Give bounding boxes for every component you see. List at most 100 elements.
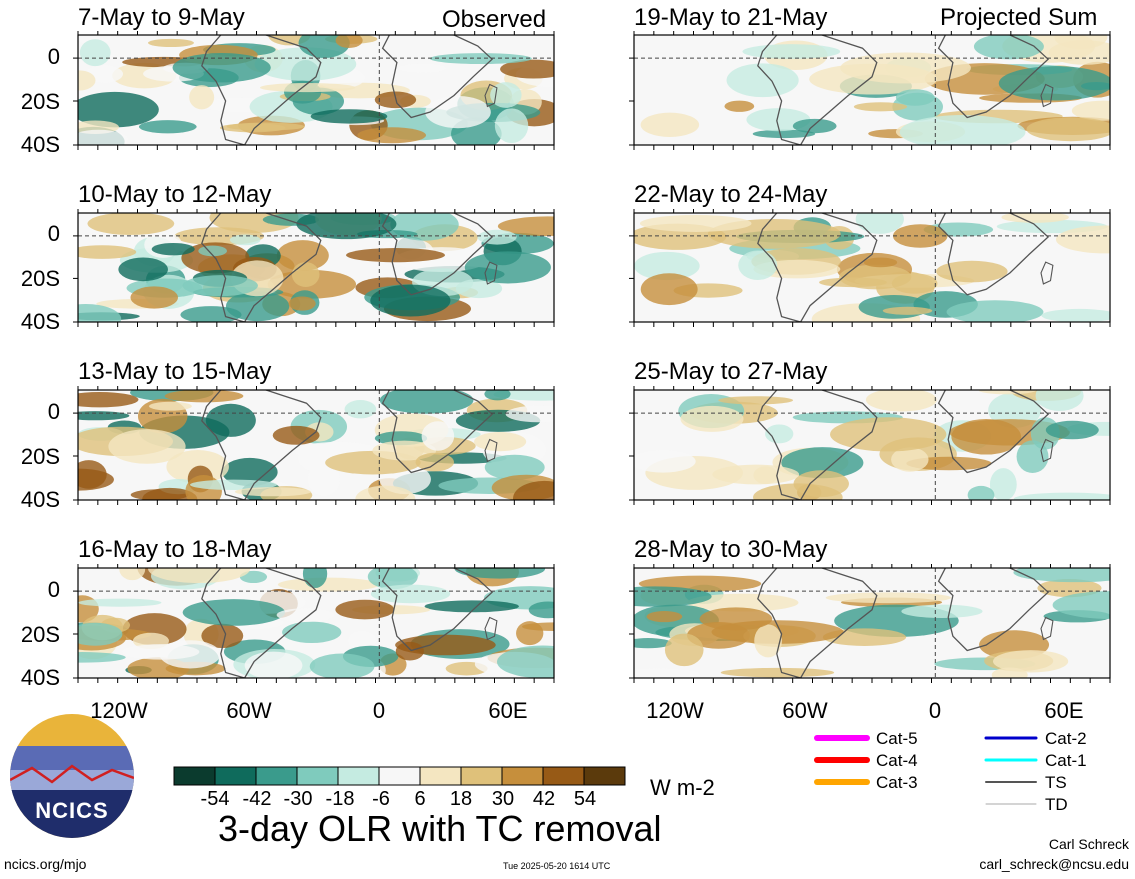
ytick-r2-0: 0 — [47, 221, 60, 246]
olr-anomaly-blob — [863, 257, 898, 268]
colorbar-label: -42 — [242, 788, 272, 810]
olr-anomaly-blob — [225, 291, 290, 322]
olr-anomaly-blob — [222, 457, 278, 487]
legend-label-cat4: Cat-4 — [876, 751, 918, 770]
africa-outline — [937, 390, 1050, 474]
olr-anomaly-blob — [78, 622, 123, 646]
legend-label-cat1: Cat-1 — [1045, 751, 1087, 770]
olr-anomaly-blob — [78, 598, 162, 607]
olr-anomaly-blob — [118, 257, 168, 282]
olr-anomaly-blob — [79, 39, 111, 67]
olr-anomaly-blob — [367, 568, 418, 590]
colorbar-swatch — [173, 766, 216, 786]
olr-anomaly-blob — [989, 468, 1017, 500]
olr-anomaly-blob — [973, 35, 1044, 60]
olr-shading — [78, 213, 554, 322]
olr-anomaly-blob — [78, 468, 114, 491]
olr-anomaly-blob — [991, 667, 1028, 678]
ytick-r4-0: 0 — [47, 577, 60, 602]
olr-anomaly-blob — [639, 214, 752, 232]
olr-anomaly-blob — [686, 593, 799, 612]
olr-anomaly-blob — [421, 421, 455, 451]
olr-anomaly-blob — [988, 392, 1042, 428]
footer-timestamp: Tue 2025-05-20 1614 UTC — [503, 861, 611, 871]
legend-label-ts: TS — [1045, 773, 1067, 792]
logo-red-line — [10, 764, 134, 784]
olr-anomaly-blob — [901, 604, 983, 618]
olr-anomaly-blob — [108, 429, 186, 464]
ytick-r4-40s: 40S — [20, 665, 60, 690]
olr-anomaly-blob — [712, 464, 800, 485]
olr-anomaly-blob — [455, 278, 503, 299]
olr-anomaly-blob — [793, 470, 849, 498]
olr-anomaly-blob — [148, 401, 192, 411]
map-panel-4 — [73, 564, 555, 683]
madagascar-outline — [484, 261, 498, 285]
map-panel-2 — [73, 209, 555, 327]
africa-outline — [381, 568, 494, 652]
colorbar-swatch — [255, 766, 298, 786]
panel-label-p4: 16-May to 18-May — [78, 536, 272, 563]
madagascar-outline — [1040, 438, 1054, 463]
olr-anomaly-blob — [477, 229, 517, 245]
footer-email[interactable]: carl_schreck@ncsu.edu — [979, 856, 1129, 872]
olr-anomaly-blob — [528, 601, 554, 619]
olr-anomaly-blob — [78, 91, 159, 128]
olr-shading — [634, 390, 1110, 500]
south-america-outline — [757, 35, 878, 145]
xtick-right-120w: 120W — [646, 698, 704, 723]
figure-title: 3-day OLR with TC removal — [218, 808, 662, 849]
colorbar-swatch — [296, 766, 339, 786]
olr-anomaly-blob — [454, 568, 546, 579]
olr-anomaly-blob — [1048, 40, 1110, 65]
olr-anomaly-blob — [699, 607, 773, 631]
footer-url[interactable]: ncics.org/mjo — [4, 856, 87, 872]
olr-shading — [78, 390, 554, 500]
olr-anomaly-blob — [742, 44, 841, 59]
legend-label-cat3: Cat-3 — [876, 773, 918, 792]
map-panel-7 — [629, 386, 1111, 505]
olr-anomaly-blob — [634, 586, 712, 607]
olr-anomaly-blob — [355, 485, 416, 500]
olr-anomaly-blob — [496, 645, 554, 678]
olr-anomaly-blob — [122, 644, 200, 660]
olr-anomaly-blob — [78, 411, 130, 421]
olr-anomaly-blob — [967, 485, 995, 500]
olr-shading — [78, 568, 554, 678]
olr-anomaly-blob — [853, 102, 908, 112]
olr-shading — [634, 568, 1110, 678]
olr-anomaly-blob — [497, 216, 554, 237]
xtick-left-0: 0 — [372, 698, 386, 723]
olr-anomaly-blob — [680, 405, 744, 432]
olr-anomaly-blob — [724, 100, 755, 112]
olr-anomaly-blob — [825, 592, 952, 604]
colorbar-swatch — [214, 766, 257, 786]
olr-anomaly-blob — [379, 390, 474, 414]
ytick-r2-20s: 20S — [20, 266, 60, 291]
olr-anomaly-blob — [664, 633, 704, 667]
panel-label-p7: 25-May to 27-May — [634, 358, 828, 385]
olr-anomaly-blob — [1013, 568, 1110, 583]
olr-anomaly-blob — [1045, 420, 1099, 440]
olr-anomaly-blob — [164, 390, 244, 403]
olr-anomaly-blob — [513, 480, 554, 500]
colorbar-label: 54 — [573, 788, 597, 810]
olr-anomaly-blob — [151, 242, 195, 256]
olr-anomaly-blob — [302, 568, 328, 589]
xtick-right-60w: 60W — [782, 698, 828, 723]
olr-anomaly-blob — [344, 400, 377, 419]
olr-anomaly-blob — [993, 650, 1069, 673]
colorbar-label: -18 — [325, 788, 355, 810]
olr-anomaly-blob — [522, 622, 554, 632]
olr-anomaly-blob — [335, 599, 395, 620]
olr-anomaly-blob — [936, 260, 1008, 283]
ytick-r3-40s: 40S — [20, 487, 60, 512]
ncics-logo: NCICS — [10, 714, 134, 838]
olr-anomaly-blob — [1041, 308, 1110, 322]
legend-label-td: TD — [1045, 795, 1068, 814]
olr-anomaly-blob — [415, 452, 455, 472]
xtick-left-120w: 120W — [90, 698, 148, 723]
colorbar-swatch — [583, 766, 626, 786]
olr-anomaly-blob — [395, 641, 424, 661]
africa-outline — [937, 213, 1050, 296]
